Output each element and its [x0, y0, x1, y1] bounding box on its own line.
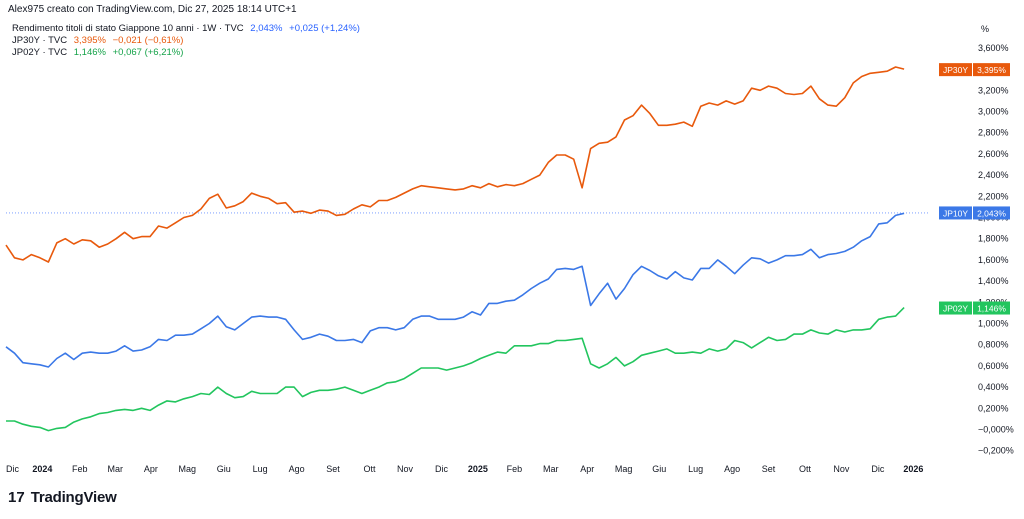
x-tick-label: 2026: [903, 464, 923, 474]
last-value-label-jp10y: JP10Y 2,043%: [939, 206, 1010, 220]
last-value-labels: JP30Y 3,395% JP10Y 2,043% JP02Y 1,146%: [939, 63, 1010, 315]
y-tick-label: −0,000%: [978, 425, 1014, 435]
y-tick-label: 2,800%: [978, 128, 1009, 138]
x-tick-label: Set: [762, 464, 776, 474]
legend-name: Rendimento titoli di stato Giappone 10 a…: [12, 23, 244, 34]
series-line-jp30y: [5, 66, 905, 263]
y-tick-label: 1,600%: [978, 255, 1009, 265]
x-tick-label: Apr: [580, 464, 594, 474]
x-tick-label: Dic: [871, 464, 884, 474]
legend-value: 3,395%: [73, 35, 106, 46]
x-tick-label: Lug: [253, 464, 268, 474]
y-tick-label: 1,400%: [978, 276, 1009, 286]
tradingview-wordmark: TradingView: [30, 489, 117, 506]
legend-value: 2,043%: [250, 23, 283, 34]
legend-change: +0,025 (+1,24%): [289, 23, 360, 34]
x-tick-label: Ago: [724, 464, 740, 474]
y-tick-label: 2,200%: [978, 191, 1009, 201]
y-tick-label: 2,400%: [978, 170, 1009, 180]
y-tick-label: 3,200%: [978, 85, 1009, 95]
y-tick-label: 3,000%: [978, 107, 1009, 117]
x-tick-label: Giu: [652, 464, 666, 474]
legend-row-jp02y[interactable]: JP02Y · TVC 1,146% +0,067 (+6,21%): [12, 47, 364, 59]
chart-legend: Rendimento titoli di stato Giappone 10 a…: [12, 23, 364, 59]
value-tag-text: 3,395%: [977, 65, 1006, 75]
x-tick-label: Nov: [397, 464, 414, 474]
x-tick-label: Lug: [688, 464, 703, 474]
price-axis: %3,600%3,400%3,200%3,000%2,800%2,600%2,4…: [978, 24, 1014, 456]
last-value-label-jp30y: JP30Y 3,395%: [939, 63, 1010, 77]
chart-series: [5, 66, 905, 432]
axis-unit-label: %: [981, 24, 989, 34]
symbol-tag-text: JP30Y: [943, 65, 968, 75]
x-tick-label: Mar: [108, 464, 124, 474]
x-tick-label: Ago: [289, 464, 305, 474]
x-tick-label: Mar: [543, 464, 559, 474]
value-tag-text: 1,146%: [977, 304, 1006, 314]
y-tick-label: 0,200%: [978, 403, 1009, 413]
y-tick-label: 0,600%: [978, 361, 1009, 371]
x-tick-label: Feb: [507, 464, 523, 474]
legend-row-jp30y[interactable]: JP30Y · TVC 3,395% −0,021 (−0,61%): [12, 35, 364, 47]
x-tick-label: Ott: [363, 464, 376, 474]
symbol-tag-text: JP10Y: [943, 208, 968, 218]
series-line-jp02y: [6, 307, 905, 432]
legend-change: +0,067 (+6,21%): [112, 47, 184, 58]
legend-change: −0,021 (−0,61%): [112, 35, 184, 46]
tradingview-logo[interactable]: 17 TradingView: [8, 489, 117, 506]
symbol-tag-bg: [939, 301, 972, 315]
last-value-label-jp02y: JP02Y 1,146%: [939, 301, 1010, 315]
y-tick-label: −0,200%: [978, 446, 1014, 456]
y-tick-label: 3,600%: [978, 43, 1009, 53]
value-tag-bg: [973, 206, 1010, 220]
x-tick-label: Mag: [615, 464, 633, 474]
x-tick-label: 2025: [468, 464, 488, 474]
x-tick-label: Apr: [144, 464, 158, 474]
symbol-tag-bg: [939, 206, 972, 220]
x-tick-label: Giu: [217, 464, 231, 474]
value-tag-bg: [973, 301, 1010, 315]
symbol-tag-bg: [939, 63, 972, 77]
legend-row-jp10y[interactable]: Rendimento titoli di stato Giappone 10 a…: [12, 23, 364, 35]
series-line-jp10y: [5, 212, 905, 368]
y-tick-label: 0,400%: [978, 382, 1009, 392]
time-axis: Dic 2024 Feb Mar Apr Mag Giu Lug Ago Set Ott Nov Dic…: [6, 464, 923, 474]
y-tick-label: 2,600%: [978, 149, 1009, 159]
legend-name: JP02Y · TVC: [12, 47, 68, 58]
value-tag-text: 2,043%: [977, 208, 1006, 218]
x-tick-label: Dic: [435, 464, 448, 474]
y-tick-label: 0,800%: [978, 340, 1009, 350]
x-tick-label: Mag: [179, 464, 197, 474]
x-tick-label: Nov: [833, 464, 850, 474]
chart-caption: Alex975 creato con TradingView.com, Dic …: [8, 4, 297, 15]
value-tag-bg: [973, 63, 1010, 77]
symbol-tag-text: JP02Y: [943, 304, 968, 314]
x-tick-label: Set: [326, 464, 340, 474]
x-tick-label: 2024: [32, 464, 52, 474]
y-tick-label: 1,800%: [978, 234, 1009, 244]
legend-name: JP30Y · TVC: [12, 35, 68, 46]
x-tick-label: Feb: [72, 464, 88, 474]
tradingview-mark-icon: 17: [8, 489, 25, 506]
y-tick-label: 1,000%: [978, 319, 1009, 329]
x-tick-label: Ott: [799, 464, 812, 474]
x-tick-label: Dic: [6, 464, 19, 474]
legend-value: 1,146%: [73, 47, 106, 58]
